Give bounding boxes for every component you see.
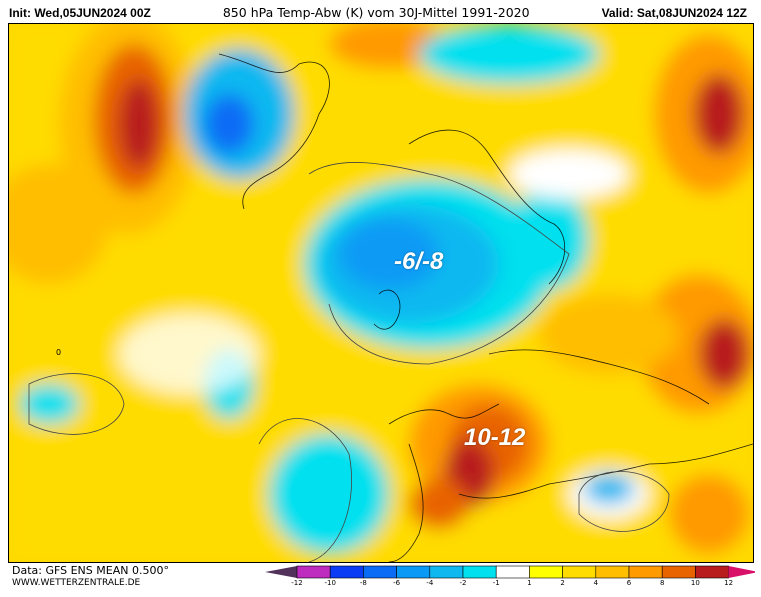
legend-tick-label: 1 <box>527 579 532 587</box>
legend-tick-label: -1 <box>492 579 500 587</box>
legend-swatch <box>462 565 497 579</box>
legend-tick-label: -8 <box>359 579 367 587</box>
legend-tick-label: 4 <box>593 579 599 587</box>
legend-swatch <box>429 565 464 579</box>
warm-anomaly-label: 10-12 <box>464 424 526 451</box>
legend-swatch <box>296 565 331 579</box>
data-source: Data: GFS ENS MEAN 0.500° <box>12 564 169 577</box>
website: WWW.WETTERZENTRALE.DE <box>12 578 141 588</box>
zero-contours <box>28 162 670 562</box>
legend-tick-label: -12 <box>291 579 303 587</box>
legend-swatch <box>495 565 530 579</box>
cold-anomaly-label: -6/-8 <box>394 248 444 275</box>
legend-under-triangle <box>265 566 297 578</box>
legend-tick-label: -4 <box>426 579 434 587</box>
temperature-anomaly-map: 0 -6/-8 10-12 <box>8 23 754 563</box>
legend-swatch <box>529 565 563 579</box>
legend-tick-label: 8 <box>659 579 665 587</box>
legend-swatch <box>595 565 630 579</box>
legend-tick-label: -6 <box>393 579 401 587</box>
contour-label: 0 <box>56 348 62 357</box>
map-title: 850 hPa Temp-Abw (K) vom 30J-Mittel 1991… <box>222 5 530 20</box>
legend-tick-label: -2 <box>459 579 467 587</box>
legend-swatch <box>363 565 397 579</box>
map-header: Init: Wed,05JUN2024 00Z 850 hPa Temp-Abw… <box>9 5 747 21</box>
legend-tick-label: 2 <box>560 579 565 587</box>
legend-swatch <box>661 565 696 579</box>
valid-time: Valid: Sat,08JUN2024 12Z <box>601 6 747 20</box>
legend-tick-label: 12 <box>724 579 734 587</box>
legend-tick-label: 6 <box>626 579 632 587</box>
init-time: Init: Wed,05JUN2024 00Z <box>9 6 151 20</box>
legend-over-triangle <box>728 566 755 578</box>
legend-swatch <box>695 565 729 579</box>
legend-swatch <box>628 565 663 579</box>
legend-swatch <box>329 565 364 579</box>
legend-swatch <box>396 565 431 579</box>
legend-tick-label: 10 <box>690 579 700 587</box>
color-legend <box>265 565 755 579</box>
legend-tick-label: -10 <box>324 579 336 587</box>
legend-swatch <box>562 565 597 579</box>
